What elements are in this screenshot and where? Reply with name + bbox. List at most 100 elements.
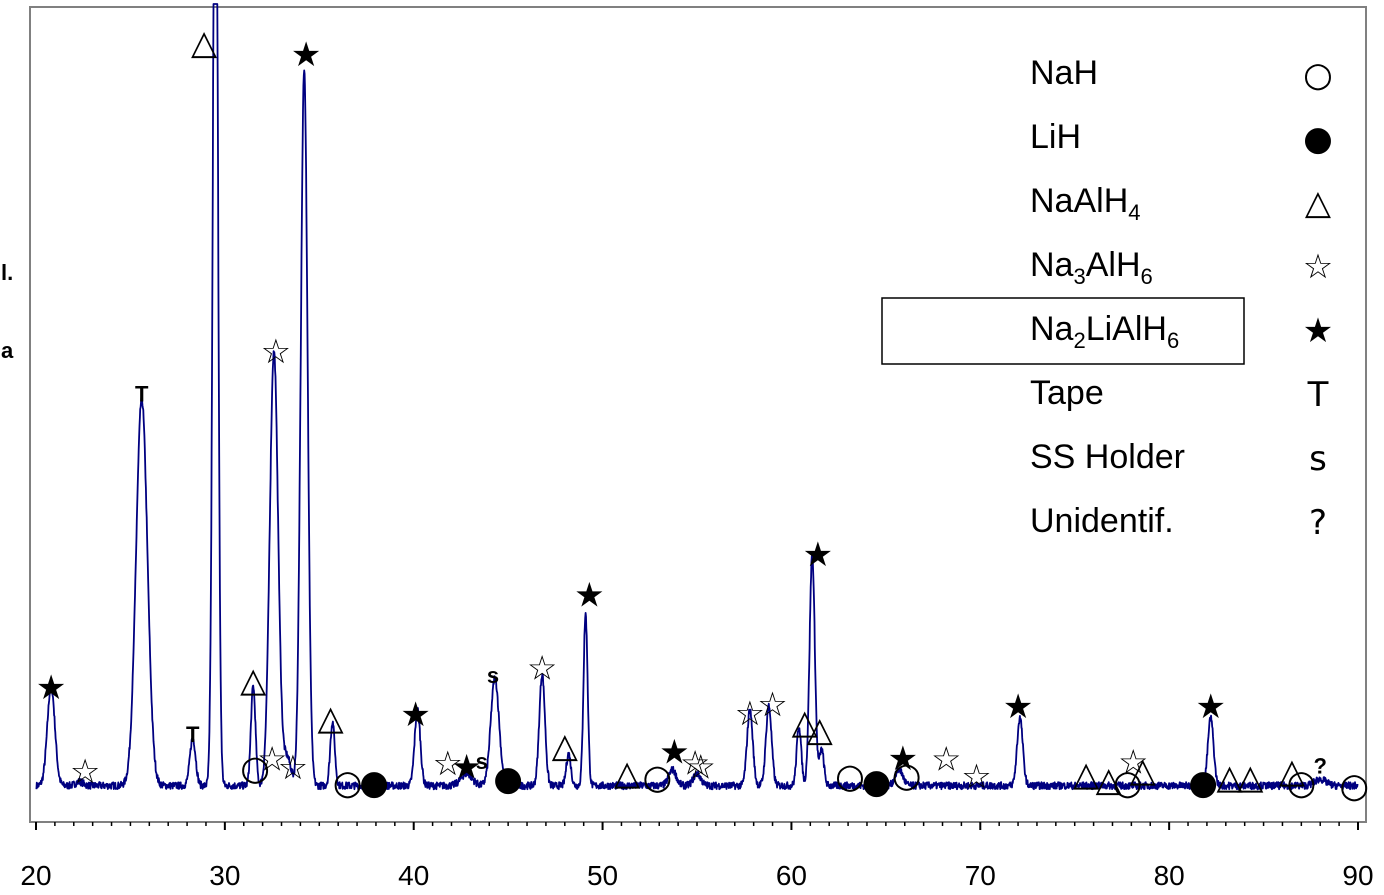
- triangle-marker: △: [1237, 758, 1264, 798]
- triangle-marker: △: [552, 726, 579, 766]
- open-star-marker: ☆: [757, 685, 787, 725]
- triangle-marker: △: [807, 710, 834, 750]
- open-star-marker: ☆: [961, 757, 991, 797]
- legend-item: NaAlH4 △: [1030, 182, 1332, 225]
- triangle-marker: △: [1130, 751, 1157, 791]
- triangle-marker: △: [792, 703, 819, 743]
- filled-star-marker: ★: [1003, 687, 1033, 727]
- open-circle-marker: ○: [835, 756, 865, 796]
- legend-symbol: ?: [1309, 503, 1327, 543]
- open-circle-marker: ○: [1287, 763, 1317, 803]
- filled-star-marker: ★: [36, 668, 66, 708]
- legend-label: Tape: [1030, 374, 1104, 412]
- x-tick-label: 90: [1342, 860, 1373, 891]
- filled-circle-marker: ●: [359, 763, 389, 803]
- open-star-marker: ☆: [931, 739, 961, 779]
- open-circle-marker: ○: [240, 749, 270, 789]
- legend-label: Unidentif.: [1030, 502, 1174, 540]
- legend-item: LiH ●: [1030, 118, 1333, 159]
- filled-star-marker: ★: [1195, 687, 1225, 727]
- diffraction-trace: [35, 3, 1359, 791]
- legend-highlight-box: [881, 297, 1245, 365]
- legend-label-part: NaAlH: [1030, 182, 1128, 220]
- open-star-marker: ☆: [1118, 743, 1148, 783]
- open-star-marker: ☆: [527, 649, 557, 689]
- legend-label-part: 6: [1141, 264, 1153, 289]
- triangle-marker: △: [1279, 751, 1306, 791]
- open-star-marker: ☆: [432, 744, 462, 784]
- legend-label: LiH: [1030, 118, 1081, 156]
- ss-holder-marker: s: [476, 749, 488, 774]
- open-circle-marker: ○: [1113, 763, 1143, 803]
- legend-item: Unidentif.?: [1030, 502, 1327, 543]
- triangle-marker: △: [240, 660, 267, 700]
- legend-label-part: Na: [1030, 246, 1074, 284]
- legend-symbol: △: [1305, 183, 1332, 223]
- legend-label-part: AlH: [1086, 246, 1141, 284]
- legend-symbol: T: [1307, 375, 1329, 415]
- filled-star-marker: ★: [803, 535, 833, 575]
- filled-star-marker: ★: [400, 695, 430, 735]
- filled-star-marker: ★: [888, 739, 918, 779]
- legend: NaH ○LiH ●NaAlH4 △Na3AlH6 ☆Na2LiAlH6 ★Tape TSS…: [881, 54, 1333, 543]
- open-star-marker: ☆: [257, 739, 287, 779]
- unidentified-marker: ?: [1314, 754, 1327, 779]
- legend-label-part: 2: [1073, 328, 1085, 353]
- legend-label: Na2LiAlH6: [1030, 310, 1179, 353]
- legend-item: SS Holder s: [1030, 438, 1327, 479]
- legend-item: Na3AlH6 ☆: [1030, 246, 1333, 289]
- open-star-marker: ☆: [70, 752, 100, 792]
- tape-marker: T: [135, 382, 149, 407]
- filled-circle-marker: ●: [862, 762, 892, 802]
- legend-symbol: ☆: [1303, 247, 1333, 287]
- cut-off-axis-text: l. a: [1, 260, 14, 363]
- filled-circle-marker: ●: [493, 759, 523, 799]
- legend-label-part: 6: [1167, 328, 1179, 353]
- x-tick-label: 20: [20, 860, 51, 891]
- ss-holder-marker: s: [487, 663, 499, 688]
- legend-symbol: ○: [1303, 55, 1333, 95]
- triangle-marker: △: [1096, 760, 1123, 800]
- open-circle-marker: ○: [892, 756, 922, 796]
- filled-star-marker: ★: [291, 35, 321, 75]
- x-axis: 20 30 40 50 60 70 80 90: [20, 822, 1374, 891]
- legend-item: NaH ○: [1030, 54, 1333, 95]
- legend-label-part: 4: [1128, 200, 1140, 225]
- filled-star-marker: ★: [659, 733, 689, 773]
- legend-label-part: 3: [1073, 264, 1085, 289]
- open-star-marker: ☆: [735, 694, 765, 734]
- legend-label-part: LiAlH: [1086, 310, 1167, 348]
- triangle-marker: △: [191, 23, 218, 63]
- filled-star-marker: ★: [451, 748, 481, 788]
- legend-label: NaH: [1030, 54, 1098, 92]
- cut-label-2: a: [1, 338, 14, 363]
- legend-item: Na2LiAlH6 ★: [881, 297, 1333, 365]
- cut-label-1: l.: [1, 260, 13, 285]
- phase-markers: ★☆TT△△○☆☆☆★△○●★☆★ss●☆△★△ ○★☆☆☆☆ △★△○●★○ ☆ ☆★…: [36, 23, 1369, 806]
- legend-symbol: s: [1309, 439, 1327, 479]
- plot-frame: [29, 6, 1367, 823]
- legend-symbol: ★: [1303, 311, 1333, 351]
- triangle-marker: △: [614, 754, 641, 794]
- triangle-marker: △: [1073, 755, 1100, 795]
- triangle-marker: △: [1216, 758, 1243, 798]
- open-circle-marker: ○: [333, 763, 363, 803]
- legend-label-part: Na: [1030, 310, 1074, 348]
- filled-star-marker: ★: [574, 576, 604, 616]
- x-tick-label: 50: [587, 860, 618, 891]
- x-tick-label: 30: [209, 860, 240, 891]
- tape-marker: T: [186, 722, 200, 747]
- filled-circle-marker: ●: [1188, 763, 1218, 803]
- triangle-marker: △: [318, 699, 345, 739]
- open-star-marker: ☆: [278, 748, 308, 788]
- open-circle-marker: ○: [1339, 766, 1369, 806]
- legend-label: Na3AlH6: [1030, 246, 1153, 289]
- legend-label: SS Holder: [1030, 438, 1185, 476]
- open-star-marker: ☆: [680, 743, 710, 783]
- legend-label: NaAlH4: [1030, 182, 1141, 225]
- open-star-marker: ☆: [686, 747, 716, 787]
- open-circle-marker: ○: [643, 757, 673, 797]
- x-tick-label: 80: [1154, 860, 1185, 891]
- legend-item: Tape T: [1030, 374, 1329, 415]
